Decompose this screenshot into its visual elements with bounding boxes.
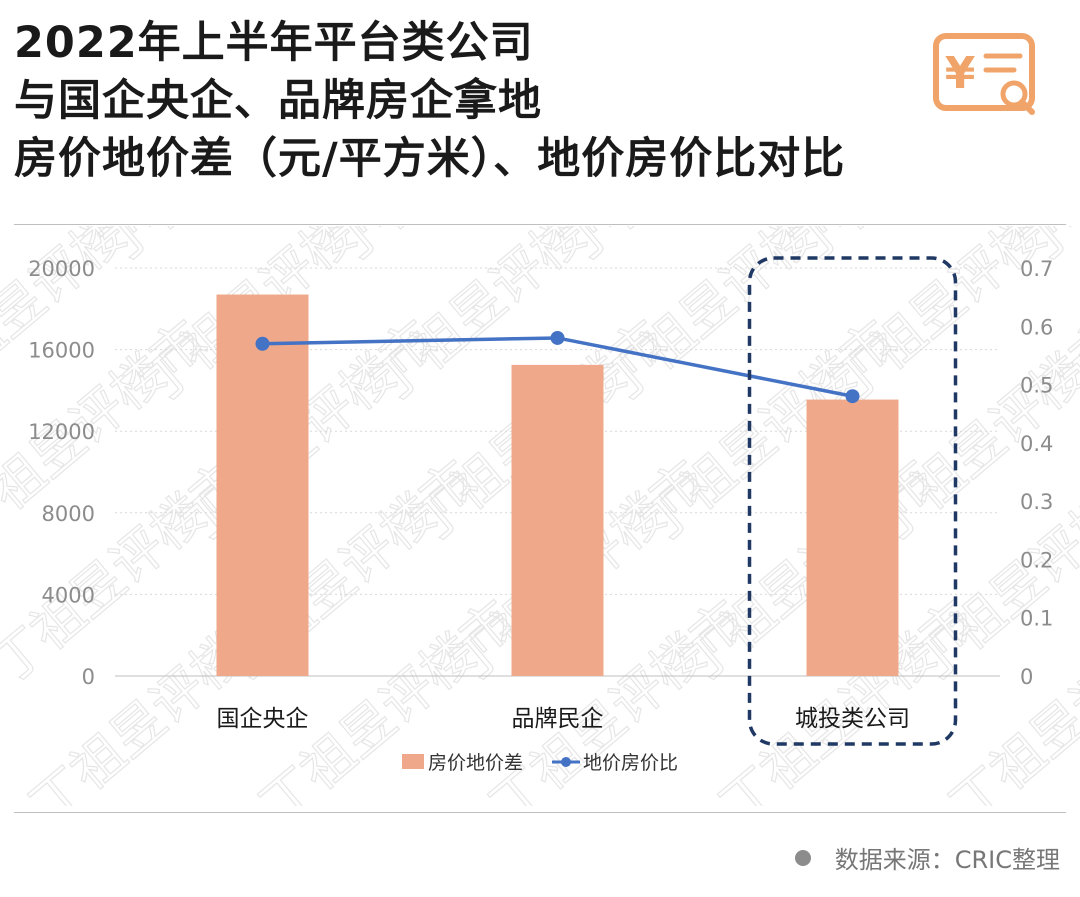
left-tick-label: 16000 [28, 339, 95, 363]
left-tick-label: 20000 [28, 257, 95, 281]
legend: 房价地价差 地价房价比 [402, 752, 678, 774]
bottom-divider [14, 812, 1066, 813]
legend-line-marker [561, 757, 571, 767]
left-tick-label: 0 [82, 665, 95, 689]
right-tick-label: 0.6 [1020, 315, 1053, 339]
top-divider [14, 224, 1066, 225]
x-axis-labels: 国企央企 品牌民企 城投类公司 [217, 706, 911, 732]
right-tick-label: 0.2 [1020, 548, 1053, 572]
left-tick-label: 8000 [42, 502, 95, 526]
x-tick-label: 城投类公司 [795, 706, 910, 732]
right-tick-label: 0.7 [1020, 257, 1053, 281]
line-point [550, 330, 565, 345]
bullet-dot-icon [794, 849, 811, 866]
x-tick-label: 国企央企 [217, 706, 309, 732]
right-tick-label: 0.4 [1020, 432, 1053, 456]
chart-title: 2022年上半年平台类公司 与国企央企、品牌房企拿地 房价地价差（元/平方米）、… [14, 14, 914, 188]
x-tick-label: 品牌民企 [512, 706, 604, 732]
bar [806, 399, 899, 676]
left-tick-label: 12000 [28, 420, 95, 444]
bar-series [216, 294, 899, 676]
svg-text:¥: ¥ [945, 48, 976, 99]
legend-bar-swatch [402, 754, 424, 769]
bar [511, 364, 604, 676]
source-note: 数据来源：CRIC整理 [794, 840, 1060, 875]
yuan-receipt-search-icon: ¥ [933, 33, 1035, 115]
right-tick-label: 0 [1020, 665, 1033, 689]
bar-line-chart: 丁祖昱评楼市 丁祖昱评楼市丁祖昱评楼市丁祖昱评楼市丁祖昱评楼市丁祖昱评楼市丁祖昱评… [0, 226, 1080, 806]
title-line-2: 与国企央企、品牌房企拿地 [14, 76, 542, 126]
title-line-3: 房价地价差（元/平方米）、地价房价比对比 [14, 134, 846, 184]
line-series [255, 330, 860, 404]
highlight-box [747, 256, 958, 746]
legend-line-label: 地价房价比 [583, 752, 678, 774]
right-y-axis: 0 0.1 0.2 0.3 0.4 0.5 0.6 0.7 [1020, 257, 1053, 689]
left-tick-label: 4000 [42, 583, 95, 607]
right-tick-label: 0.1 [1020, 607, 1053, 631]
source-text: 数据来源：CRIC整理 [834, 846, 1060, 874]
line-point [845, 389, 860, 404]
line-point [255, 336, 270, 351]
right-tick-label: 0.3 [1020, 490, 1053, 514]
highlight-rect [747, 256, 958, 746]
title-line-1: 2022年上半年平台类公司 [14, 18, 534, 68]
bar [216, 294, 309, 676]
legend-bar-label: 房价地价差 [428, 752, 523, 774]
left-y-axis: 0 4000 8000 12000 16000 20000 [28, 257, 95, 689]
right-tick-label: 0.5 [1020, 374, 1053, 398]
